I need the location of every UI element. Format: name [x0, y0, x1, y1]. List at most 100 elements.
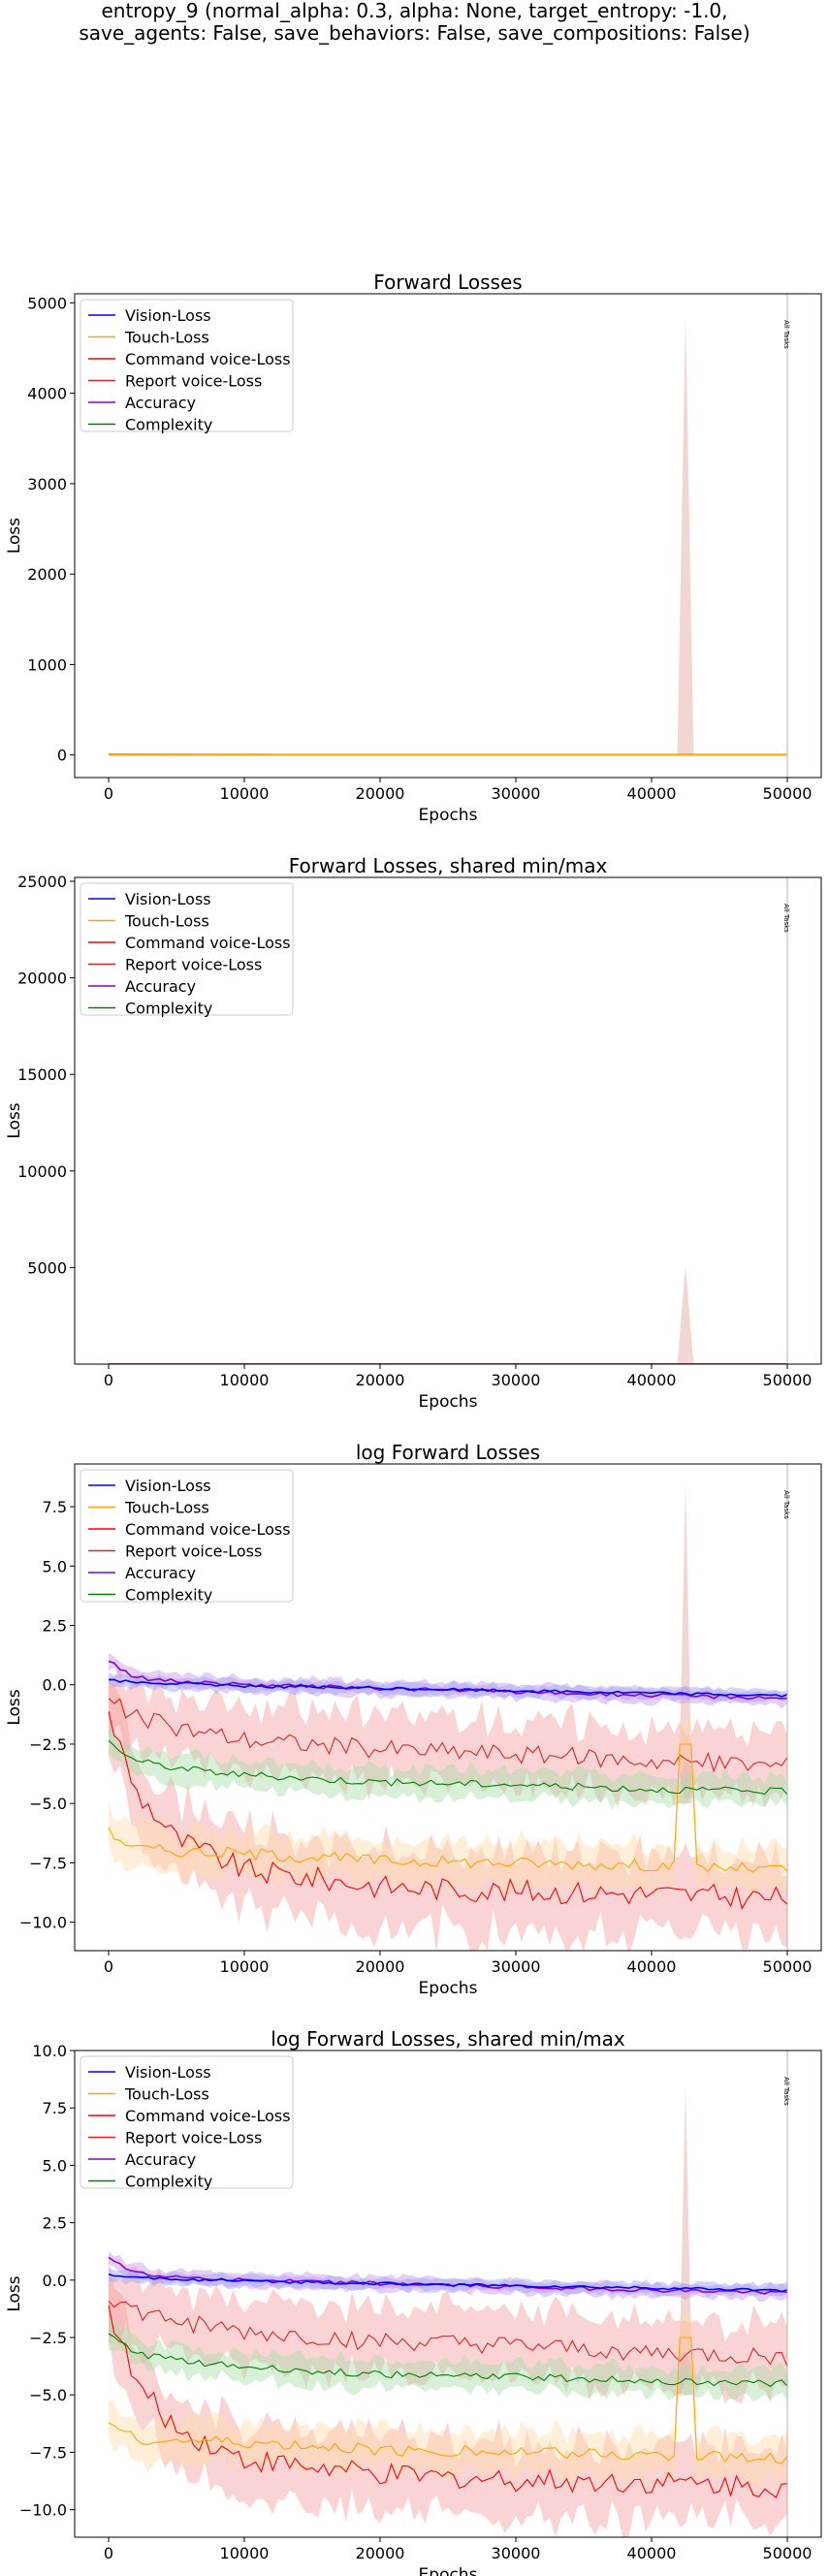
chart-panel-1: All Tasks 0 10000 20000 30000 40000 50000 0 1000…	[5, 270, 822, 825]
y-tick-label: −10.0	[19, 2501, 67, 2520]
band-accuracy	[109, 1652, 787, 1709]
legend-entry: Report voice-Loss	[125, 2129, 262, 2147]
y-axis-label: Loss	[5, 1102, 24, 1138]
x-tick-label: 10000	[220, 784, 270, 803]
plot-area	[108, 1482, 788, 1951]
legend-entry: Accuracy	[125, 1564, 196, 1582]
all-tasks-annotation: All Tasks	[782, 1490, 790, 1519]
y-axis-label: Loss	[5, 1689, 24, 1725]
y-tick-label: 0.0	[43, 2272, 67, 2290]
x-tick-label: 50000	[763, 784, 813, 803]
spike-band	[679, 1482, 692, 1804]
legend: Vision-Loss Touch-Loss Command voice-Loss R…	[80, 1469, 294, 1605]
chart-panel-4: All Tasks 0 10000 20000 30000 40000 50000 −10.0…	[5, 2027, 822, 2576]
y-axis-label: Loss	[5, 2275, 24, 2311]
x-tick-label: 0	[104, 784, 113, 803]
chart-title: log Forward Losses, shared min/max	[271, 2027, 625, 2051]
x-tick-label: 30000	[492, 2544, 541, 2562]
x-tick-label: 50000	[763, 1371, 813, 1389]
legend-entry: Accuracy	[125, 977, 196, 996]
legend-entry: Accuracy	[125, 394, 196, 412]
x-tick-label: 10000	[220, 1957, 270, 1976]
plot-area	[109, 1265, 787, 1364]
x-tick-label: 30000	[492, 784, 541, 803]
band-complexity	[109, 1722, 787, 1811]
axes-frame	[74, 1463, 822, 1952]
legend-box	[80, 1469, 294, 1603]
y-tick-label: 5.0	[43, 1557, 67, 1575]
axes-frame	[74, 876, 822, 1365]
legend-box	[80, 2055, 294, 2189]
legend-box	[80, 299, 294, 432]
legend-entry: Complexity	[125, 1000, 212, 1018]
legend-entry: Touch-Loss	[124, 1499, 209, 1517]
x-tick-label: 40000	[627, 1371, 677, 1389]
x-tick-label: 40000	[627, 1957, 677, 1976]
y-tick-label: 7.5	[43, 1498, 67, 1516]
y-tick-label: 5000	[27, 1258, 67, 1277]
legend-entry: Command voice-Loss	[125, 1520, 291, 1539]
all-tasks-annotation: All Tasks	[782, 2077, 790, 2106]
legend-entry: Report voice-Loss	[125, 1542, 262, 1561]
legend-entry: Complexity	[125, 2173, 212, 2191]
series-line-complexity	[108, 2333, 788, 2388]
legend: Vision-Loss Touch-Loss Command voice-Loss R…	[80, 299, 294, 434]
legend-entry: Report voice-Loss	[125, 956, 262, 974]
plot-area	[108, 2084, 788, 2537]
y-tick-label: 0	[57, 747, 67, 765]
legend-entry: Vision-Loss	[125, 2063, 211, 2082]
spike-band	[677, 1265, 694, 1364]
x-tick-label: 20000	[356, 1957, 405, 1976]
x-tick-label: 20000	[356, 2544, 405, 2562]
legend-entry: Touch-Loss	[124, 329, 209, 347]
y-tick-label: 2.5	[43, 2214, 67, 2233]
suptitle-line-1: entropy_9 (normal_alpha: 0.3, alpha: Non…	[101, 0, 728, 22]
band-report-voice-loss	[109, 2266, 787, 2404]
plot-area	[108, 316, 787, 756]
x-tick-label: 30000	[492, 1371, 541, 1389]
series-line-complexity	[108, 1739, 788, 1796]
y-tick-label: 0.0	[43, 1676, 67, 1695]
series-line-touch-loss	[108, 2337, 788, 2465]
chart-title: log Forward Losses	[356, 1441, 540, 1464]
series-line-command-voice-loss	[108, 1711, 788, 1911]
y-tick-label: 5000	[27, 294, 67, 312]
y-tick-label: 10.0	[32, 2042, 67, 2060]
series-line-vision-loss	[108, 1678, 788, 1698]
y-tick-label: −7.5	[29, 1854, 67, 1872]
spike-band	[677, 316, 694, 755]
y-tick-label: −5.0	[29, 1795, 67, 1813]
figure-suptitle: entropy_9 (normal_alpha: 0.3, alpha: Non…	[0, 0, 829, 45]
legend-entry: Command voice-Loss	[125, 2107, 291, 2125]
legend-entry: Touch-Loss	[124, 912, 209, 931]
legend-entry: Vision-Loss	[125, 890, 211, 908]
y-tick-label: −5.0	[29, 2386, 67, 2404]
y-axis-label: Loss	[5, 518, 24, 554]
legend: Vision-Loss Touch-Loss Command voice-Loss R…	[80, 882, 294, 1018]
legend-entry: Accuracy	[125, 2150, 196, 2169]
y-tick-label: −2.5	[29, 1735, 67, 1754]
legend-box	[80, 882, 294, 1016]
legend-entry: Touch-Loss	[124, 2085, 209, 2104]
y-tick-label: −7.5	[29, 2443, 67, 2462]
legend-entry: Command voice-Loss	[125, 350, 291, 368]
x-tick-label: 30000	[492, 1957, 541, 1976]
band-touch-loss	[109, 2311, 787, 2490]
legend-entry: Vision-Loss	[125, 1477, 211, 1495]
all-tasks-annotation: All Tasks	[782, 904, 790, 933]
band-command-voice-loss	[109, 1682, 787, 1951]
x-tick-label: 10000	[220, 2544, 270, 2562]
legend-entry: Report voice-Loss	[125, 372, 262, 391]
y-tick-label: 20000	[17, 970, 67, 988]
x-axis-label: Epochs	[419, 806, 478, 825]
band-touch-loss	[109, 1718, 787, 1900]
y-tick-label: −2.5	[29, 2329, 67, 2347]
y-tick-label: 10000	[17, 1162, 67, 1181]
legend-entry: Complexity	[125, 1586, 212, 1605]
axes-frame	[74, 2050, 822, 2538]
band-accuracy	[109, 2250, 787, 2303]
y-tick-label: 2.5	[43, 1617, 67, 1636]
x-tick-label: 50000	[763, 1957, 813, 1976]
x-tick-label: 0	[104, 1957, 113, 1976]
band-report-voice-loss	[109, 1667, 787, 1808]
